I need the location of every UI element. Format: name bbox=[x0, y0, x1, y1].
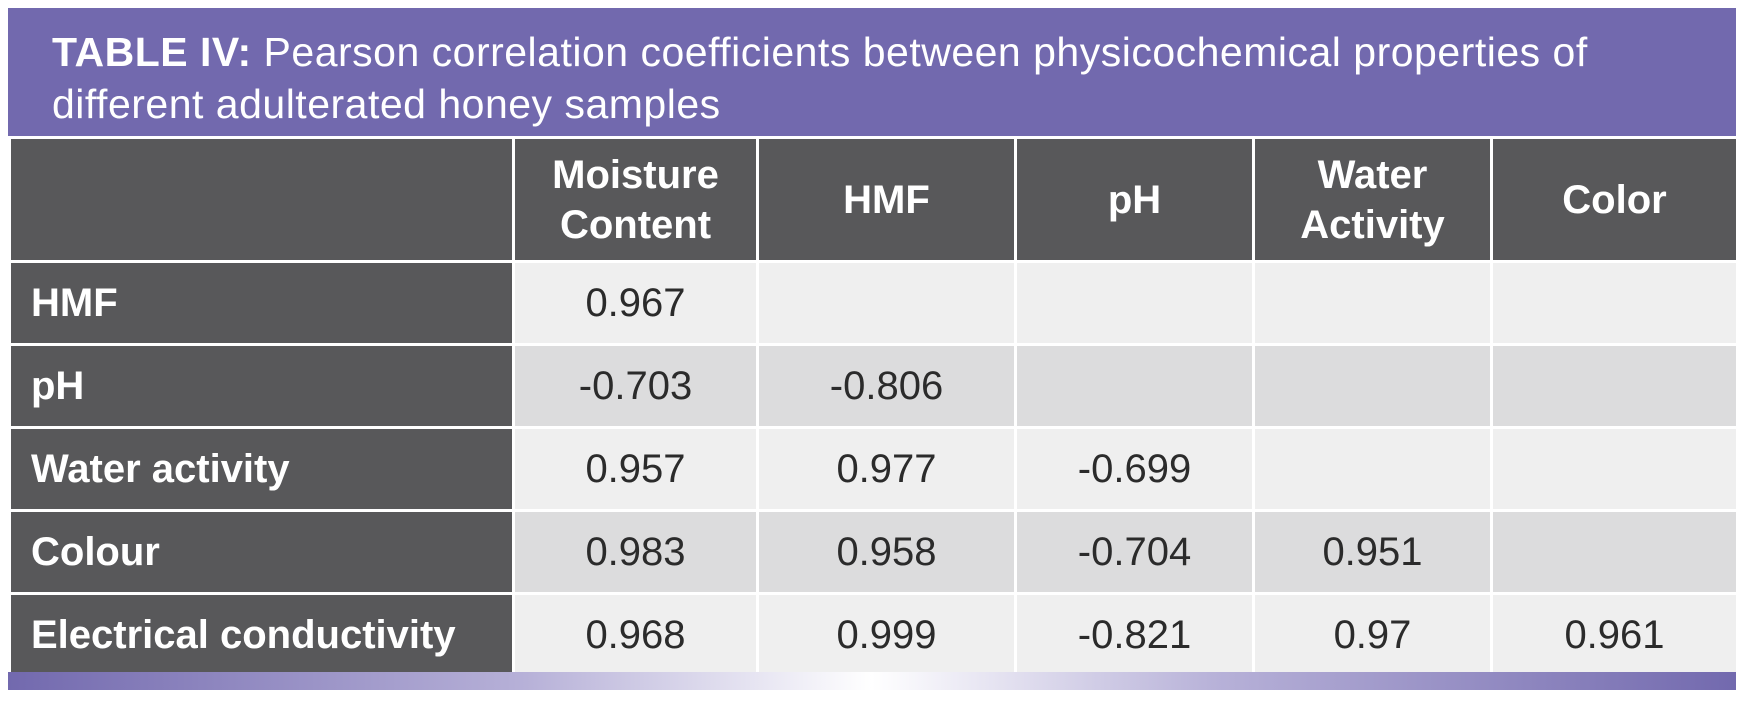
table-cell: -0.704 bbox=[1014, 509, 1255, 595]
table-cell bbox=[1014, 343, 1255, 429]
column-header-ph: pH bbox=[1014, 136, 1255, 263]
table-cell bbox=[756, 260, 1017, 346]
column-header-moisture-content: Moisture Content bbox=[512, 136, 759, 263]
row-header-electrical-conductivity: Electrical conductivity bbox=[8, 592, 515, 678]
header-row: Moisture Content HMF pH Water Activity C… bbox=[8, 136, 1739, 263]
table-cell: -0.806 bbox=[756, 343, 1017, 429]
table-number: TABLE IV: bbox=[52, 29, 252, 75]
table-cell: 0.957 bbox=[512, 426, 759, 512]
column-header-hmf: HMF bbox=[756, 136, 1017, 263]
bottom-accent-bar bbox=[8, 672, 1736, 690]
table-row: Water activity 0.957 0.977 -0.699 bbox=[8, 426, 1739, 512]
row-header-ph: pH bbox=[8, 343, 515, 429]
table-cell: 0.97 bbox=[1252, 592, 1493, 678]
column-header-color: Color bbox=[1490, 136, 1739, 263]
correlation-table: Moisture Content HMF pH Water Activity C… bbox=[8, 136, 1739, 678]
table-cell: -0.821 bbox=[1014, 592, 1255, 678]
table-cell bbox=[1014, 260, 1255, 346]
table-cell bbox=[1490, 343, 1739, 429]
table-cell: 0.983 bbox=[512, 509, 759, 595]
table-cell bbox=[1490, 260, 1739, 346]
table-cell bbox=[1252, 343, 1493, 429]
table-figure: TABLE IV: Pearson correlation coefficien… bbox=[8, 8, 1739, 690]
table-row: HMF 0.967 bbox=[8, 260, 1739, 346]
column-header-water-activity: Water Activity bbox=[1252, 136, 1493, 263]
table-cell bbox=[1490, 509, 1739, 595]
row-header-water-activity: Water activity bbox=[8, 426, 515, 512]
table-cell: 0.951 bbox=[1252, 509, 1493, 595]
table-cell bbox=[1252, 260, 1493, 346]
table-cell: 0.977 bbox=[756, 426, 1017, 512]
table-cell: -0.699 bbox=[1014, 426, 1255, 512]
table-cell: 0.968 bbox=[512, 592, 759, 678]
table-cell: 0.999 bbox=[756, 592, 1017, 678]
table-row: Electrical conductivity 0.968 0.999 -0.8… bbox=[8, 592, 1739, 678]
table-row: pH -0.703 -0.806 bbox=[8, 343, 1739, 429]
table-cell: 0.958 bbox=[756, 509, 1017, 595]
table-row: Colour 0.983 0.958 -0.704 0.951 bbox=[8, 509, 1739, 595]
row-header-colour: Colour bbox=[8, 509, 515, 595]
table-title: Pearson correlation coefficients between… bbox=[52, 29, 1588, 127]
table-cell: 0.967 bbox=[512, 260, 759, 346]
row-header-hmf: HMF bbox=[8, 260, 515, 346]
table-cell: -0.703 bbox=[512, 343, 759, 429]
table-cell bbox=[1252, 426, 1493, 512]
table-cell: 0.961 bbox=[1490, 592, 1739, 678]
table-cell bbox=[1490, 426, 1739, 512]
table-caption: TABLE IV: Pearson correlation coefficien… bbox=[8, 8, 1736, 136]
header-corner bbox=[8, 136, 515, 263]
